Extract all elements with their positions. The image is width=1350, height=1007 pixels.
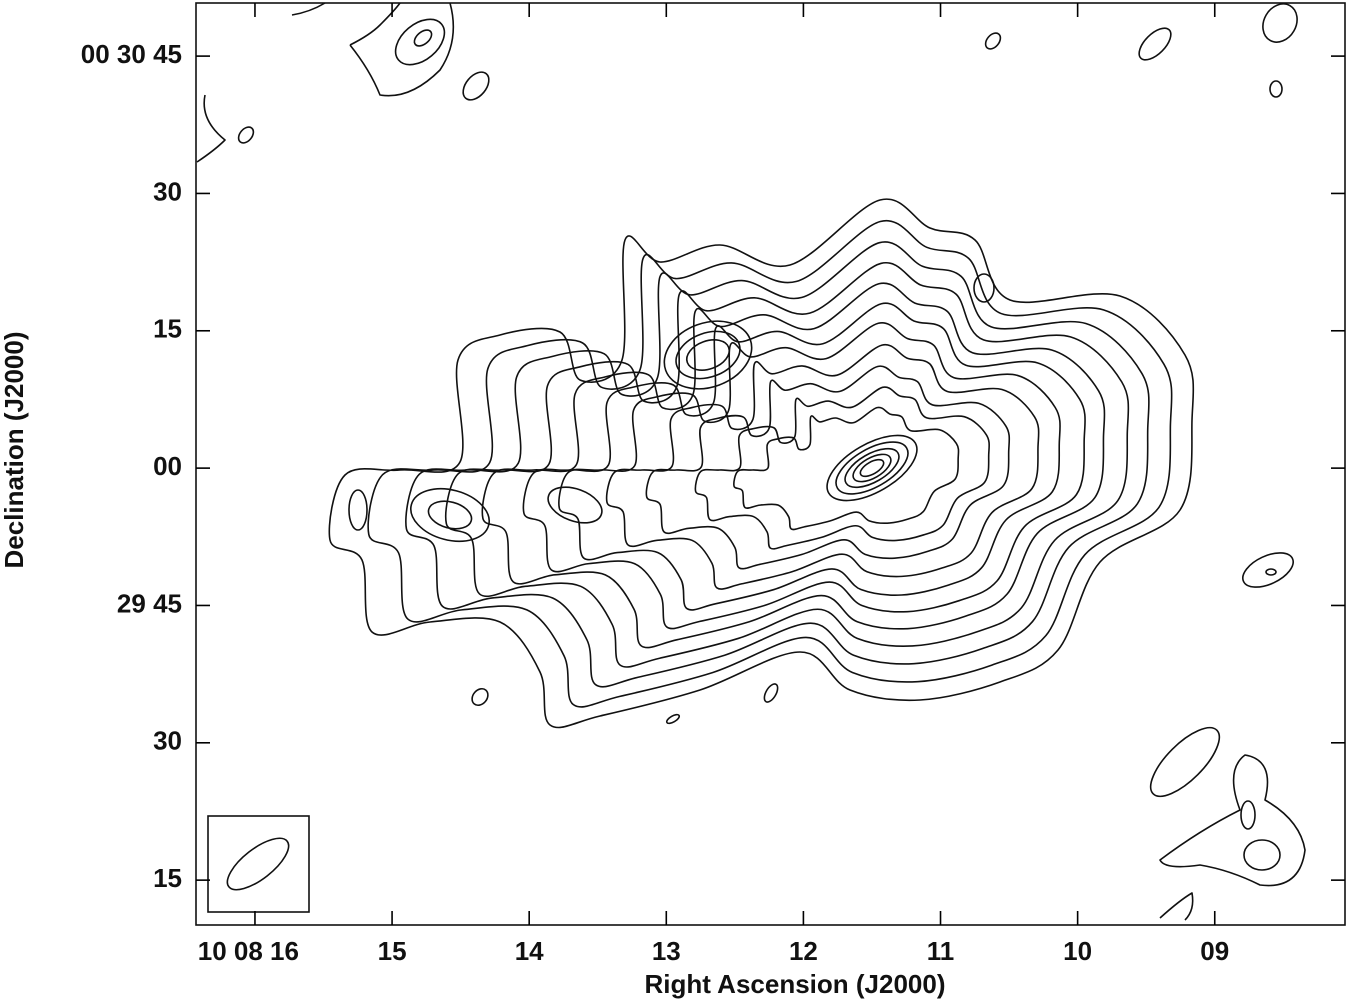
y-tick-label: 00 30 45 [81,39,182,69]
contour [558,322,1061,611]
beam [207,815,310,913]
contour [427,500,473,530]
contour [445,261,1130,668]
contour [328,198,1195,729]
contour [694,386,990,550]
contour [852,453,892,483]
contour [859,458,885,478]
contour [733,406,960,531]
contours [328,198,1195,729]
plot-frame [195,2,1346,926]
y-tick-label: 30 [153,726,182,756]
x-tick-label: 10 [1063,936,1092,966]
contour [844,447,900,489]
x-axis-label: Right Ascension (J2000) [644,969,945,999]
contour [605,343,1040,590]
y-tick-label: 15 [153,863,182,893]
x-tick-label: 13 [652,936,681,966]
contour [410,487,490,543]
contour [405,241,1150,688]
y-tick-label: 30 [153,176,182,206]
contour [645,365,1011,570]
y-tick-label: 29 45 [117,588,182,618]
x-tick-label: 15 [378,936,407,966]
contour [547,486,603,524]
y-axis-label: Declination (J2000) [0,332,29,569]
contour [685,339,731,371]
contour [826,434,918,502]
contour [522,302,1086,630]
x-tick-label: 09 [1200,936,1229,966]
x-tick-label: 14 [515,936,544,966]
contour [675,330,741,380]
y-tick-label: 00 [153,451,182,481]
contour [367,219,1173,708]
noise-contours [196,2,1306,921]
x-tick-label: 11 [927,936,955,966]
contour [663,320,753,390]
contour [481,282,1106,649]
x-tick-label: 10 08 16 [198,936,299,966]
contour [835,441,909,495]
y-tick-label: 15 [153,314,182,344]
x-tick-label: 12 [789,936,818,966]
